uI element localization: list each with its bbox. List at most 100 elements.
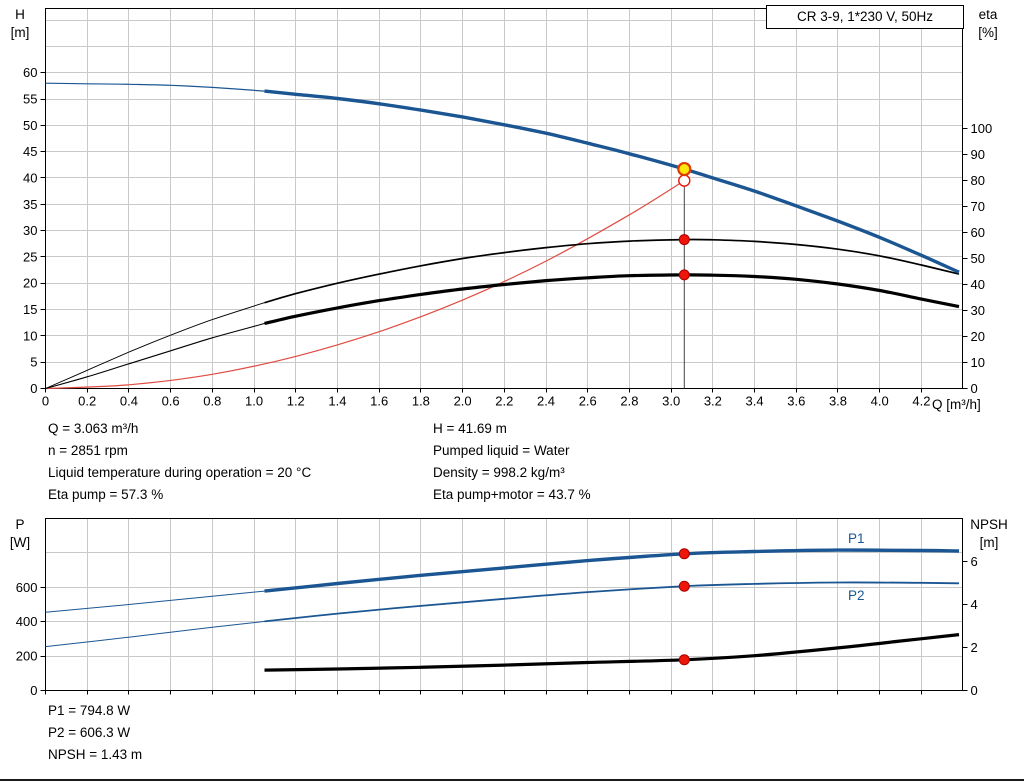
right-tick-label: 4 [971,597,978,612]
eta-pump-motor-curve-thin [45,322,265,390]
info-eta-pump: Eta pump = 57.3 % [48,487,164,502]
info-eta-pump-motor: Eta pump+motor = 43.7 % [433,487,591,502]
right-tick-label: 70 [971,199,985,214]
p1-curve-thin [45,590,265,613]
x-tick-label: 0.6 [162,394,180,409]
info-liquid-temperature: Liquid temperature during operation = 20… [48,465,312,480]
info-density: Density = 998.2 kg/m³ [433,465,565,480]
axis-tick-labels: 0 0.2 0.4 0.6 0.8 1.0 1.2 1.4 1.6 1.8 2.0 2.2 2.4 2.6… [23,65,992,408]
p2-point [678,580,690,592]
x-tick-label: 2.8 [620,394,638,409]
eta-pump-curve [45,238,960,389]
requested-duty-point [678,174,691,187]
info-p1: P1 = 794.8 W [48,703,131,718]
left-tick-label: 0 [30,381,37,396]
eta-axis-unit: [%] [978,25,998,40]
x-tick-label: 2.2 [495,394,513,409]
system-curve [45,180,685,390]
eta-axis-symbol: eta [978,7,998,22]
page-bottom-rule [0,779,1024,781]
left-tick-label: 400 [16,614,38,629]
left-tick-label: 35 [23,197,37,212]
p2-curve-thin [45,620,265,648]
qh-eta-chart: 0 0.2 0.4 0.6 0.8 1.0 1.2 1.4 1.6 1.8 2.0 2.2 2.4 2.6… [23,8,992,409]
info-speed: n = 2851 rpm [48,443,128,458]
p1-point [678,548,690,560]
x-tick-label: 2.0 [454,394,472,409]
p-axis-symbol: P [15,517,25,532]
h-axis-unit-label: H [m] [0,6,40,42]
grid [45,8,963,389]
h-axis-symbol: H [15,7,25,22]
npsh-curve-thick [264,633,960,672]
eta-pump-motor-curve-thick [264,273,960,326]
right-tick-label: 20 [971,329,985,344]
left-tick-label: 600 [16,580,38,595]
x-tick-label: 1.0 [245,394,263,409]
x-tick-label: 0.4 [120,394,138,409]
left-tick-label: 50 [23,118,37,133]
q-axis-label: Q [m³/h] [932,397,981,412]
axis-ticks [40,72,968,393]
x-tick-label: 0.2 [78,394,96,409]
left-tick-label: 10 [23,328,37,343]
left-tick-label: 20 [23,276,37,291]
x-tick-label: 3.4 [746,394,764,409]
x-tick-label: 1.2 [287,394,305,409]
left-tick-label: 40 [23,170,37,185]
x-tick-label: 3.6 [787,394,805,409]
left-tick-label: 15 [23,302,37,317]
x-tick-label: 0 [42,394,49,409]
eta-pump-point [678,234,690,246]
duty-info-left: Q = 3.063 m³/h n = 2851 rpm Liquid tempe… [48,418,311,506]
duty-info-right: H = 41.69 m Pumped liquid = Water Densit… [433,418,591,506]
info-pumped-liquid: Pumped liquid = Water [433,443,570,458]
left-tick-label: 0 [30,683,37,698]
right-tick-label: 50 [971,251,985,266]
head-curve-thin [45,82,265,92]
p1-curve-thick [264,548,960,593]
head-curve [45,82,960,274]
right-tick-label: 10 [971,355,985,370]
npsh-axis-unit-label: NPSH [m] [962,516,1016,552]
eta-pump-curve-thick [264,238,960,304]
system-curve-path [45,180,685,390]
right-tick-label: 80 [971,173,985,188]
p1-curve-label: P1 [848,531,865,546]
eta-pump-curve-thin [45,302,265,389]
p2-curve-thick [264,581,960,623]
left-tick-label: 45 [23,144,37,159]
actual-duty-point [677,161,692,177]
left-tick-label: 25 [23,249,37,264]
left-tick-label: 60 [23,65,37,80]
p-axis-unit: [W] [9,535,31,550]
info-head: H = 41.69 m [433,421,507,436]
x-tick-label: 1.8 [412,394,430,409]
power-npsh-chart: P1 P2 0 200 400 600 0 2 4 6 [16,518,978,698]
info-flow: Q = 3.063 m³/h [48,421,139,436]
p2-curve-label: P2 [848,588,865,603]
npsh-point [678,654,690,666]
axis-tick-labels: 0 200 400 600 0 2 4 6 [16,554,978,698]
x-tick-label: 2.6 [579,394,597,409]
info-npsh: NPSH = 1.43 m [48,747,143,762]
left-tick-label: 200 [16,649,38,664]
power-info: P1 = 794.8 W P2 = 606.3 W NPSH = 1.43 m [48,700,142,766]
eta-pump-motor-curve [45,273,960,390]
x-tick-label: 4.0 [871,394,889,409]
x-tick-label: 4.2 [912,394,930,409]
right-tick-label: 60 [971,225,985,240]
p-axis-unit-label: P [W] [0,516,40,552]
eta-axis-unit-label: eta [%] [968,6,1008,42]
pump-model-title: CR 3-9, 1*230 V, 50Hz [766,5,964,29]
h-axis-unit: [m] [10,25,30,40]
right-tick-label: 40 [971,277,985,292]
info-p2: P2 = 606.3 W [48,725,131,740]
p1-curve [45,548,960,613]
right-tick-label: 90 [971,147,985,162]
right-tick-label: 100 [971,121,993,136]
grid [45,518,963,691]
npsh-axis-unit: [m] [979,535,999,550]
